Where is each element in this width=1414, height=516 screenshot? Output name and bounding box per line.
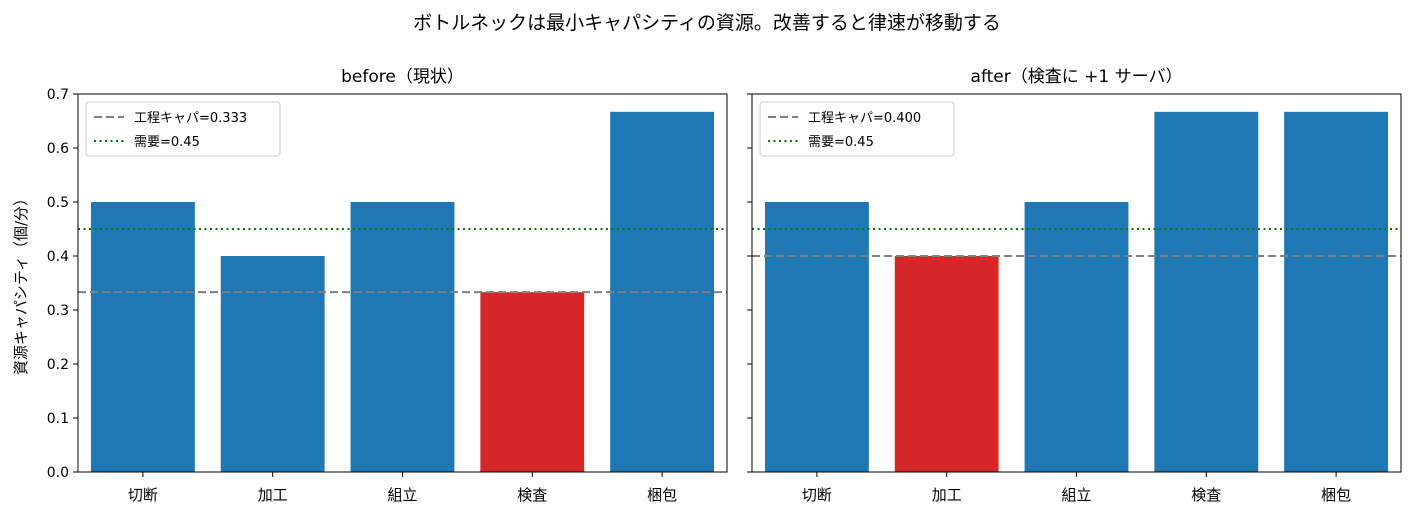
panel-title: before（現状）	[341, 67, 464, 87]
bar-bottleneck	[480, 292, 585, 472]
legend-box	[759, 101, 955, 157]
bar-bottleneck	[894, 256, 999, 472]
legend-label: 工程キャパ=0.333	[134, 111, 247, 126]
x-tick-label: 切断	[128, 486, 158, 504]
panel-title: after（検査に +1 サーバ）	[971, 67, 1183, 87]
x-tick-label: 加工	[258, 486, 288, 504]
chart-panel-after: after（検査に +1 サーバ） 切断 加工 組立 検査 梱包 工程キャパ=0.400 需要…	[747, 67, 1402, 504]
bar	[220, 256, 325, 472]
legend-box	[85, 101, 281, 157]
bar	[764, 202, 869, 472]
x-tick-label: 梱包	[1321, 486, 1351, 504]
legend-label: 工程キャパ=0.400	[808, 111, 921, 126]
y-tick-label: 0.4	[47, 249, 69, 265]
legend-label: 需要=0.45	[808, 135, 874, 150]
legend-label: 需要=0.45	[134, 135, 200, 150]
y-tick-label: 0.2	[47, 357, 69, 373]
bar	[350, 202, 455, 472]
bar	[90, 202, 195, 472]
x-tick-label: 加工	[932, 486, 962, 504]
axes-frame	[751, 93, 1402, 473]
chart-panel-before: before（現状） 0.0 0.1 0.2 0.3 0.4 0.5 0.6 0.7 切断 加工 組立…	[47, 67, 728, 504]
bar	[1284, 111, 1389, 472]
bar	[1154, 111, 1259, 472]
x-tick-label: 組立	[1061, 486, 1091, 504]
axes-frame	[77, 93, 728, 473]
x-tick-label: 検査	[517, 486, 547, 504]
y-tick-label: 0.0	[47, 465, 69, 481]
y-axis-label: 資源キャパシティ（個/分）	[12, 191, 30, 375]
x-tick-label: 検査	[1191, 486, 1221, 504]
x-tick-label: 組立	[387, 486, 417, 504]
x-tick-label: 梱包	[647, 486, 677, 504]
y-tick-label: 0.1	[47, 411, 69, 427]
y-tick-label: 0.6	[47, 141, 69, 157]
y-tick-label: 0.5	[47, 195, 69, 211]
y-tick-label: 0.7	[47, 87, 69, 103]
y-tick-label: 0.3	[47, 303, 69, 319]
bar	[1024, 202, 1129, 472]
figure-title: ボトルネックは最小キャパシティの資源。改善すると律速が移動する	[413, 12, 1001, 34]
x-tick-label: 切断	[802, 486, 832, 504]
